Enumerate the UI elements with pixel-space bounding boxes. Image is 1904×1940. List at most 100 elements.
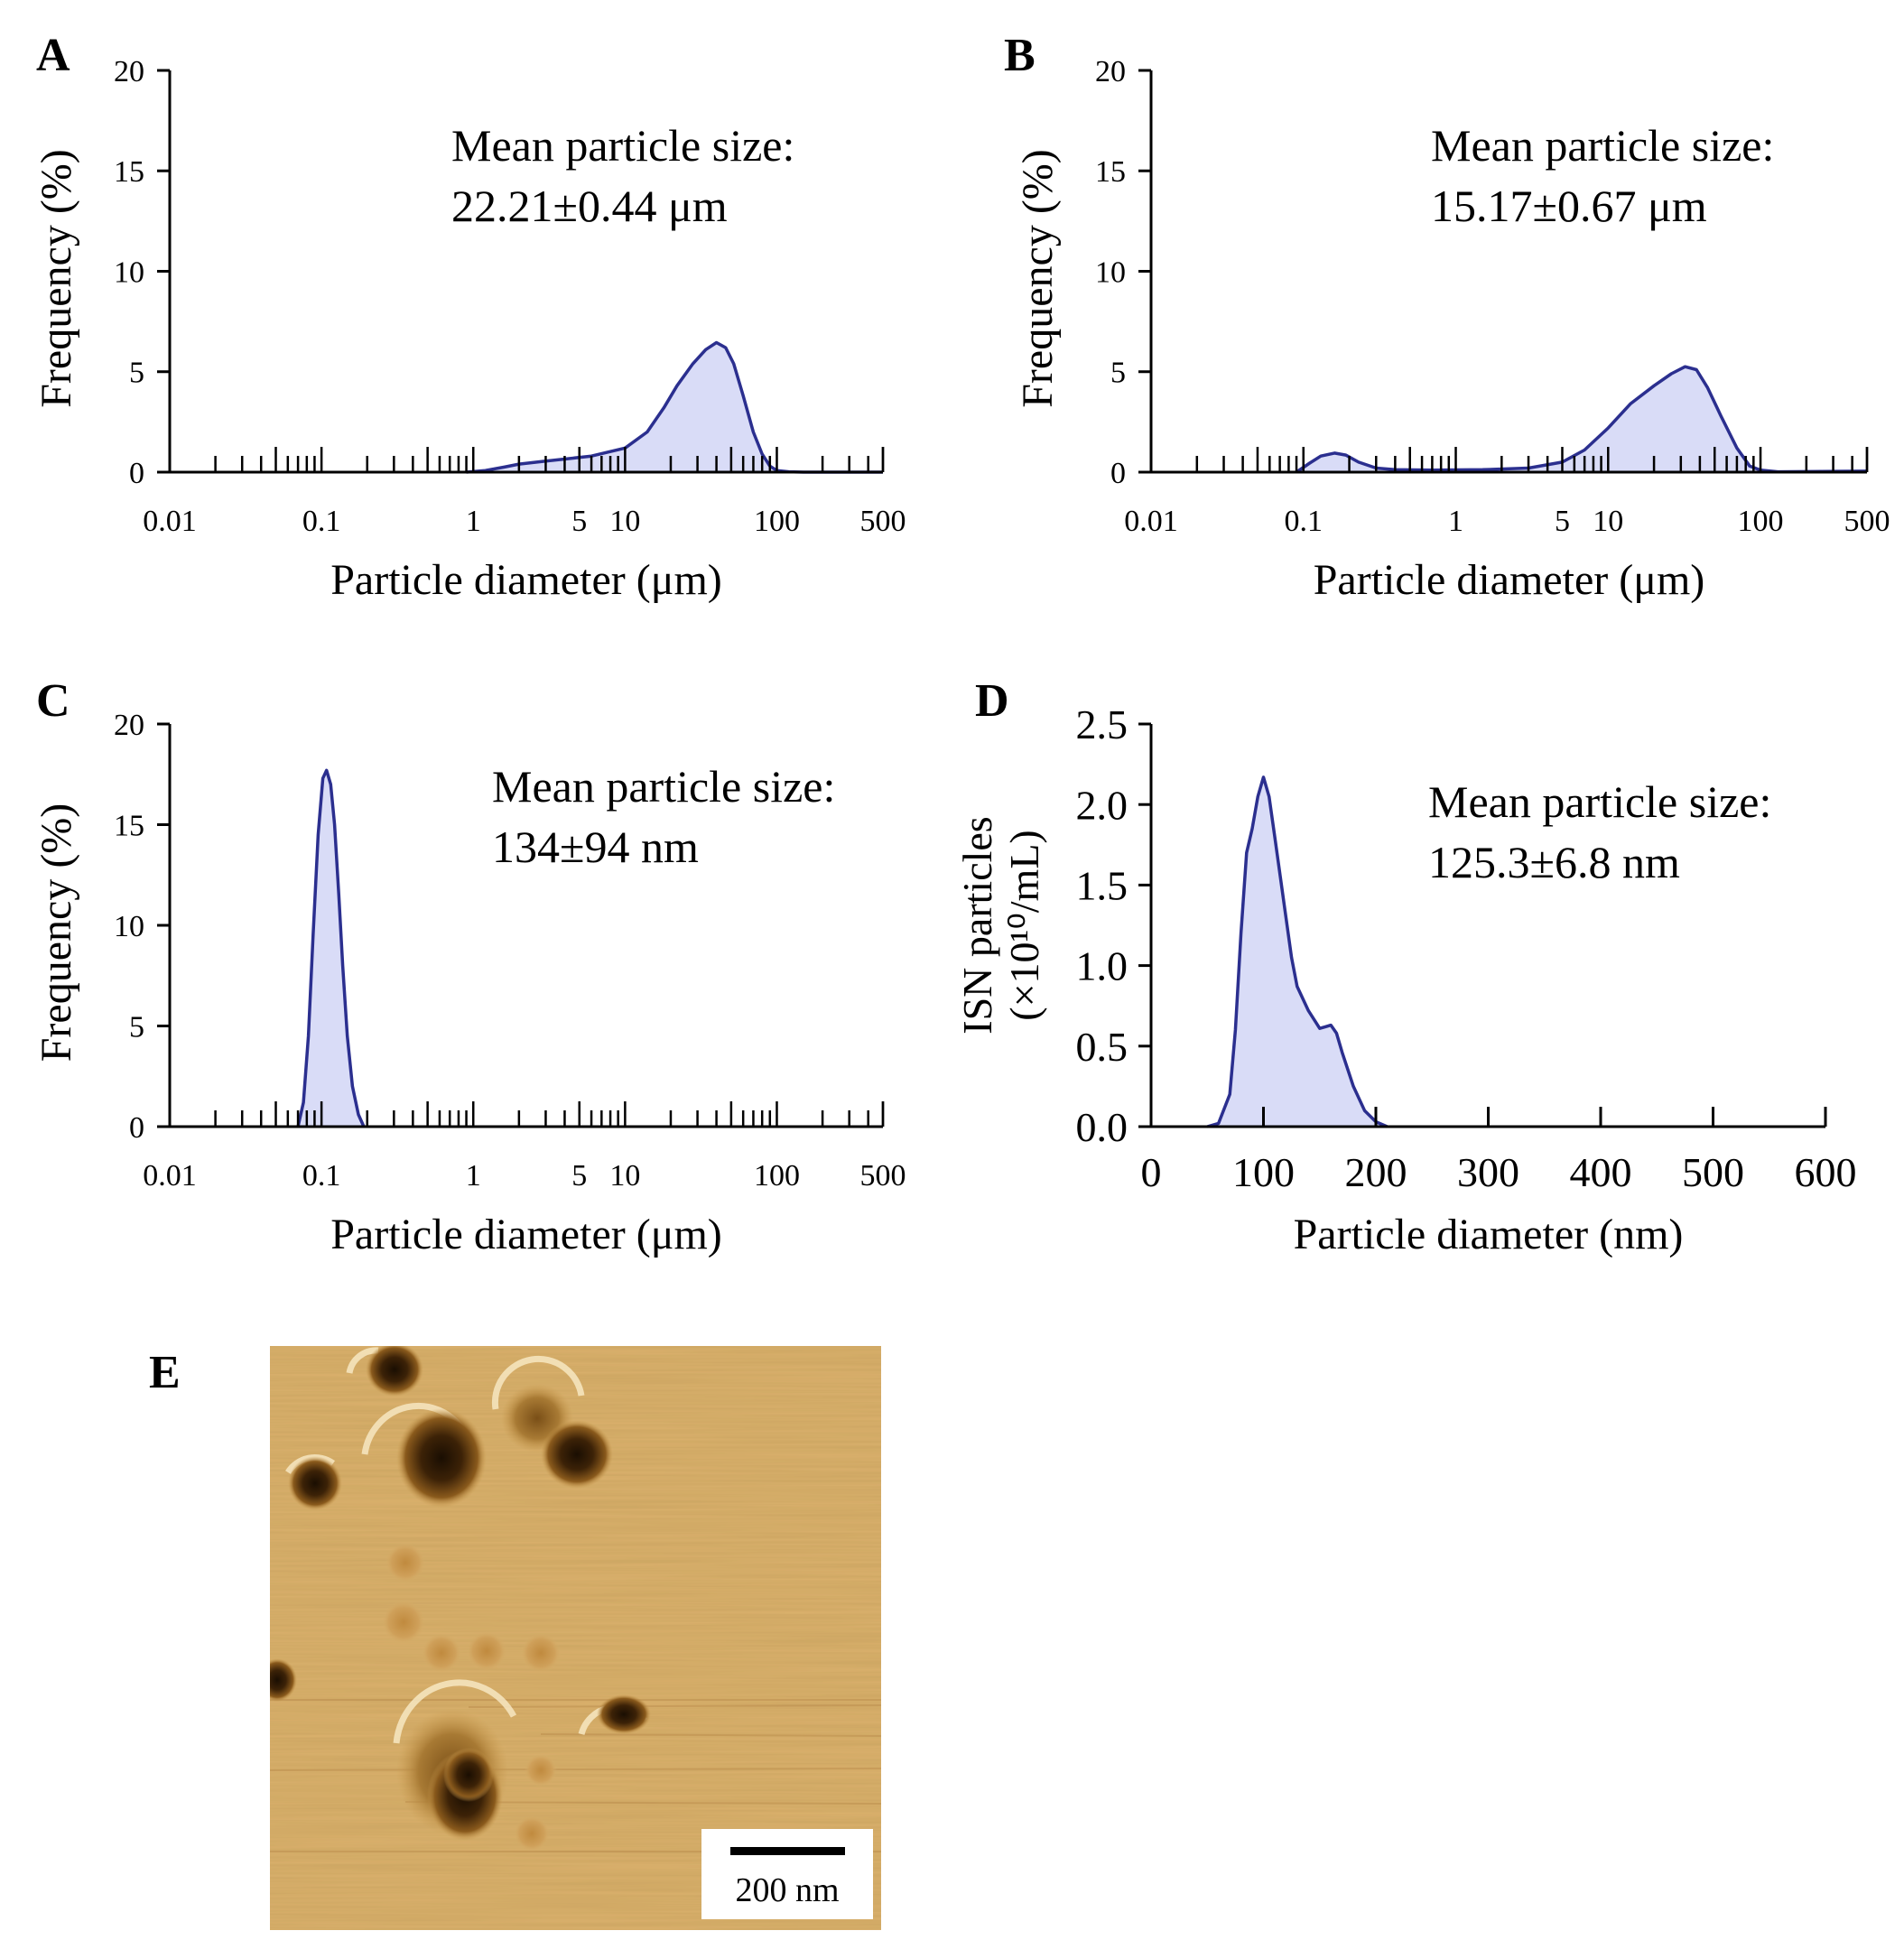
series-area	[1296, 367, 1867, 472]
y-tick-label: 20	[1095, 55, 1126, 88]
annotation-value: 15.17±0.67 μm	[1431, 181, 1707, 231]
y-tick-label: 2.0	[1076, 782, 1128, 828]
afm-pit	[382, 1601, 425, 1644]
panel-label-d: D	[975, 675, 1009, 727]
x-tick-label: 1	[466, 505, 481, 538]
y-tick-label: 10	[1095, 255, 1126, 289]
y-tick-label: 0.0	[1076, 1104, 1128, 1150]
annotation-title: Mean particle size:	[451, 120, 794, 171]
annotation-title: Mean particle size:	[1431, 120, 1774, 171]
y-tick-label: 20	[114, 709, 144, 742]
x-axis-label: Particle diameter (μm)	[330, 556, 722, 604]
x-tick-label: 500	[860, 1159, 906, 1193]
y-axis-label: Frequency (%)	[1014, 149, 1062, 408]
annotation-title: Mean particle size:	[1428, 776, 1771, 827]
x-tick-label: 0.1	[302, 1159, 341, 1193]
panel-label-e: E	[149, 1347, 181, 1398]
y-axis-label-unit: (×10¹⁰/mL)	[1001, 830, 1047, 1020]
x-tick-label: 5	[571, 1159, 587, 1193]
y-tick-label: 15	[114, 155, 144, 189]
afm-pit	[521, 1633, 561, 1673]
x-tick-label: 100	[754, 1159, 800, 1193]
y-tick-label: 10	[114, 910, 144, 943]
afm-pit	[597, 1694, 651, 1734]
afm-pit	[467, 1631, 506, 1671]
y-tick-label: 10	[114, 255, 144, 289]
annotation-value: 22.21±0.44 μm	[451, 181, 728, 231]
panel-d: D 0.0 0.5 1.0 1.5 2.0 2.5 0 100 200 300 400 500 600 Pa…	[954, 675, 1857, 1258]
x-tick-label: 0	[1141, 1149, 1162, 1195]
y-axis-label: Frequency (%)	[33, 149, 80, 408]
x-tick-label: 600	[1795, 1149, 1857, 1195]
y-tick-label: 2.5	[1076, 701, 1128, 747]
afm-pit	[514, 1815, 550, 1852]
x-axis-label: Particle diameter (nm)	[1294, 1211, 1684, 1258]
panel-label-b: B	[1004, 30, 1036, 81]
series-area	[1207, 776, 1388, 1127]
panel-label-a: A	[36, 30, 70, 81]
annotation-title: Mean particle size:	[492, 761, 835, 812]
y-tick-label: 0	[129, 457, 144, 490]
series-area	[298, 770, 364, 1127]
x-tick-label: 400	[1570, 1149, 1632, 1195]
scale-bar	[730, 1847, 845, 1855]
y-axis-label: Frequency (%)	[33, 803, 80, 1063]
x-tick-label: 5	[1555, 505, 1570, 538]
afm-pit	[396, 1408, 487, 1508]
y-tick-label: 15	[1095, 155, 1126, 189]
x-tick-label: 500	[1844, 505, 1890, 538]
x-tick-label: 100	[1738, 505, 1784, 538]
afm-pit	[443, 1748, 494, 1802]
x-tick-label: 500	[1682, 1149, 1744, 1195]
afm-pit	[288, 1456, 342, 1510]
x-tick-label: 200	[1345, 1149, 1407, 1195]
x-tick-label: 10	[609, 1159, 640, 1193]
y-axis-label: ISN particles	[954, 816, 1000, 1034]
x-tick-label: 500	[860, 505, 906, 538]
x-tick-label: 0.1	[1285, 505, 1324, 538]
afm-pit	[385, 1543, 425, 1583]
y-tick-label: 15	[114, 809, 144, 842]
y-tick-label: 5	[129, 357, 144, 390]
y-tick-label: 0	[129, 1111, 144, 1145]
scale-bar-box: 200 nm	[701, 1829, 873, 1919]
series-line	[296, 768, 366, 1128]
x-tick-label: 100	[1232, 1149, 1295, 1195]
x-tick-label: 0.1	[302, 505, 341, 538]
afm-pit	[541, 1420, 613, 1489]
x-tick-label: 100	[754, 505, 800, 538]
x-tick-label: 5	[571, 505, 587, 538]
x-axis-label: Particle diameter (μm)	[1314, 556, 1705, 604]
x-tick-label: 1	[1448, 505, 1463, 538]
y-tick-label: 20	[114, 55, 144, 88]
series-line	[1296, 365, 1868, 474]
afm-pit	[422, 1633, 461, 1673]
x-tick-label: 1	[466, 1159, 481, 1193]
afm-pit	[270, 1658, 297, 1702]
x-tick-label: 0.01	[1124, 505, 1178, 538]
x-tick-label: 300	[1457, 1149, 1519, 1195]
y-tick-label: 1.5	[1076, 863, 1128, 909]
panel-label-c: C	[36, 675, 70, 727]
y-tick-label: 0	[1110, 457, 1126, 490]
x-tick-label: 0.01	[143, 1159, 197, 1193]
scale-bar-label: 200 nm	[735, 1871, 840, 1909]
x-tick-label: 10	[609, 505, 640, 538]
afm-pit	[525, 1754, 557, 1787]
x-tick-label: 10	[1593, 505, 1623, 538]
y-tick-label: 0.5	[1076, 1024, 1128, 1070]
afm-pit	[366, 1346, 423, 1397]
x-axis-label: Particle diameter (μm)	[330, 1211, 722, 1258]
y-tick-label: 1.0	[1076, 943, 1128, 989]
x-tick-label: 0.01	[143, 505, 197, 538]
series-line	[1206, 775, 1389, 1128]
annotation-value: 125.3±6.8 nm	[1428, 837, 1680, 887]
annotation-value: 134±94 nm	[492, 821, 699, 872]
series-area	[466, 342, 883, 472]
y-tick-label: 5	[129, 1010, 144, 1044]
y-tick-label: 5	[1110, 357, 1126, 390]
